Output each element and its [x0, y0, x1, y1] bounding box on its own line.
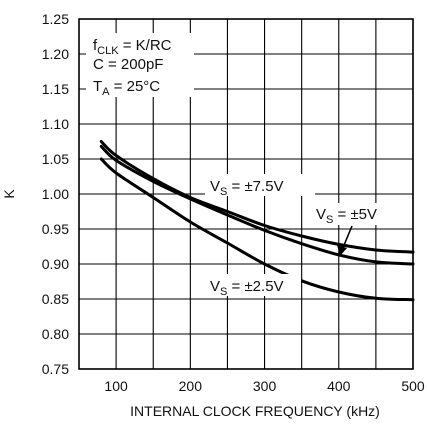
- series-label-5v: VS = ±5V: [316, 206, 377, 226]
- y-tick-label-6: 1.05: [42, 151, 69, 167]
- condition-clock: fCLK = K/RC: [93, 37, 172, 57]
- y-tick-label-1: 0.80: [42, 326, 69, 342]
- series-label-bg-2: [205, 274, 301, 296]
- x-tick-label-0: 100: [104, 378, 128, 394]
- y-tick-label-8: 1.15: [42, 81, 69, 97]
- x-tick-label-4: 500: [401, 378, 425, 394]
- x-tick-labels: 100 200 300 400 500: [104, 378, 424, 394]
- y-tick-labels: 0.75 0.80 0.85 0.90 0.95 1.00 1.05 1.10 1.15 1.20…: [42, 11, 69, 377]
- series-label-bg-1: [311, 203, 401, 225]
- y-tick-label-10: 1.25: [42, 11, 69, 27]
- conditions-box-bg: [86, 33, 194, 97]
- series-lines: [99, 140, 415, 302]
- x-tick-label-1: 200: [179, 378, 203, 394]
- series-label-2p5v: VS = ±2.5V: [210, 278, 284, 298]
- series-label-bg-0: [205, 174, 315, 196]
- y-tick-label-3: 0.90: [42, 256, 69, 272]
- y-tick-label-4: 0.95: [42, 221, 69, 237]
- condition-temperature: TA = 25°C: [93, 78, 160, 98]
- y-tick-label-5: 1.00: [42, 186, 69, 202]
- series-line-2: [99, 157, 415, 302]
- y-axis-title: K: [1, 189, 17, 199]
- plot-frame: [78, 18, 414, 370]
- condition-capacitance: C = 200pF: [93, 56, 163, 73]
- x-tick-label-3: 400: [327, 378, 351, 394]
- y-tick-label-9: 1.20: [42, 46, 69, 62]
- series-label-5v-arrow-line: [341, 225, 353, 251]
- x-tick-label-2: 300: [253, 378, 277, 394]
- series-line-1: [99, 144, 415, 266]
- y-tick-label-2: 0.85: [42, 291, 69, 307]
- series-label-5v-arrowhead: [337, 245, 347, 256]
- y-tick-label-7: 1.10: [42, 116, 69, 132]
- series-line-0: [99, 140, 415, 254]
- x-axis-title: INTERNAL CLOCK FREQUENCY (kHz): [130, 403, 380, 419]
- series-label-7p5v: VS = ±7.5V: [210, 178, 284, 198]
- y-tick-label-0: 0.75: [42, 361, 69, 377]
